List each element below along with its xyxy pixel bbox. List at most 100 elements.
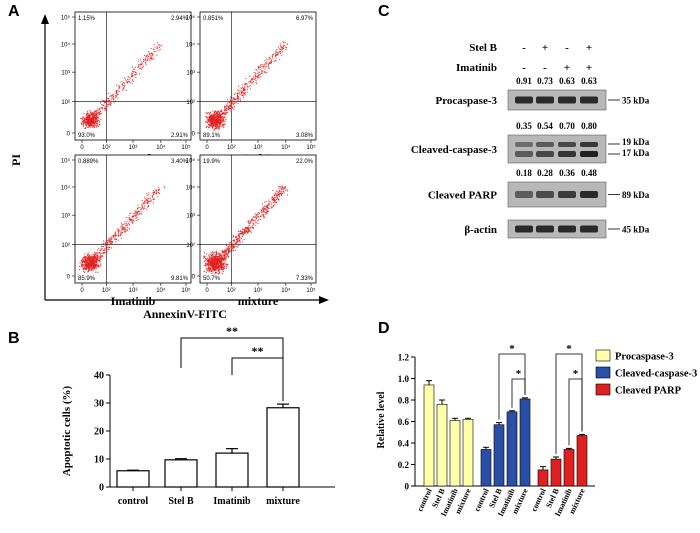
band-upper (536, 142, 554, 147)
x-tick-label: 10² (102, 145, 111, 151)
x-tick-label: control (529, 486, 548, 513)
y-tick-label: 0 (192, 132, 196, 138)
kda-label: 35 kDa (622, 96, 650, 106)
y-tick-label: 10³ (61, 214, 70, 220)
quadrant-ll: 85.9% (78, 276, 96, 282)
scatter-plot-control: 0 10² 10³ 10⁴ 10⁵ 0 10² 10³ 10⁴ 10⁵ 1.15% 2.94% 93.0… (61, 11, 192, 165)
bar (493, 424, 505, 487)
band (580, 96, 598, 104)
x-tick-label: 10² (102, 288, 111, 294)
density-value: 0.28 (537, 168, 553, 178)
event-dots (205, 41, 289, 132)
band (536, 225, 554, 233)
legend-label: Cleaved-caspase-3 (615, 369, 697, 380)
significance-label: ** (226, 324, 238, 338)
y-tick-label: 10³ (186, 71, 195, 77)
y-tick-label: 10³ (61, 71, 70, 77)
y-tick-label: 0 (192, 275, 196, 281)
quadrant-ul: 1.15% (78, 16, 96, 22)
blot-3: β-actin 45 kDa (464, 219, 650, 239)
kda-label: 19 kDa (622, 137, 650, 147)
y-tick-label: 0 (405, 482, 410, 492)
y-axis-label: PI (9, 154, 23, 166)
x-tick-label: 10⁵ (306, 144, 316, 151)
bar-stel-b (164, 459, 198, 488)
y-tick-label: 1.2 (398, 353, 410, 363)
bar (480, 449, 492, 487)
quadrant-ul: 0.851% (203, 16, 224, 22)
y-tick-label: 0.6 (398, 417, 410, 427)
x-tick-label: 10⁵ (181, 287, 191, 294)
significance-bracket (498, 353, 526, 420)
y-tick-label: 10² (61, 243, 70, 249)
kda-label: 17 kDa (622, 148, 650, 158)
y-tick-label: 10⁵ (61, 15, 71, 22)
x-tick-label: 10³ (254, 288, 263, 294)
bar (537, 469, 549, 487)
condition-sign: + (542, 42, 548, 54)
quadrant-lr: 7.33% (296, 276, 314, 282)
y-axis-label: Relative level (376, 391, 387, 448)
bar (423, 384, 435, 487)
x-tick-label: mixture (266, 496, 300, 507)
bar (449, 420, 461, 487)
condition-sign: - (543, 62, 547, 74)
blot-0: Procaspase-3 0.91 0.73 0.63 0.63 35 kDa (435, 76, 650, 111)
x-tick-label: 10² (227, 288, 236, 294)
panel-letter-d: D (378, 320, 390, 337)
quadrant-ur: 22.0% (296, 159, 314, 165)
quadrant-ll: 93.0% (78, 133, 96, 139)
density-value: 0.36 (559, 168, 575, 178)
density-value: 0.73 (537, 76, 553, 86)
blot-membrane (507, 89, 607, 111)
band-upper (515, 142, 533, 147)
x-tick-label: 0 (205, 145, 209, 151)
density-value: 0.63 (559, 76, 575, 86)
significance-label: ** (252, 344, 264, 358)
legend-swatch (595, 366, 611, 379)
bar (462, 419, 474, 487)
y-tick-label: 0.8 (398, 396, 410, 406)
band-lower (580, 151, 598, 157)
x-tick-label: 10² (227, 145, 236, 151)
band (580, 191, 598, 198)
panel-letter-a: A (8, 3, 20, 20)
band (580, 225, 598, 233)
bar (563, 449, 575, 487)
y-tick-label: 10⁵ (186, 158, 196, 165)
event-dots (203, 185, 289, 275)
x-tick-label: 0 (80, 288, 84, 294)
quadrant-lr: 9.81% (171, 276, 189, 282)
blot-name: Cleaved PARP (428, 190, 497, 202)
x-tick-label: 10⁵ (181, 144, 191, 151)
x-tick-label: control (118, 496, 149, 507)
density-value: 0.80 (581, 121, 597, 131)
legend-label: Cleaved PARP (615, 386, 682, 397)
quadrant-lr: 2.91% (171, 133, 189, 139)
event-dots (79, 186, 166, 274)
legend-swatch (595, 383, 611, 396)
x-tick-label: control (415, 486, 434, 513)
y-tick-label: 10⁵ (186, 15, 196, 22)
y-tick-label: 0 (99, 483, 104, 494)
band (536, 191, 554, 198)
band (515, 96, 533, 104)
quadrant-ur: 3.40% (171, 159, 189, 165)
x-tick-label: 0 (205, 288, 209, 294)
band (558, 96, 576, 104)
blot-name: Cleaved-caspase-3 (411, 144, 498, 156)
y-tick-label: 10⁴ (61, 42, 71, 49)
condition-sign: - (522, 62, 526, 74)
band-lower (536, 151, 554, 157)
legend-swatch (595, 349, 611, 362)
band (515, 225, 533, 233)
bar (576, 435, 588, 487)
x-tick-label: Imatinib (213, 496, 251, 507)
density-value: 0.48 (581, 168, 597, 178)
